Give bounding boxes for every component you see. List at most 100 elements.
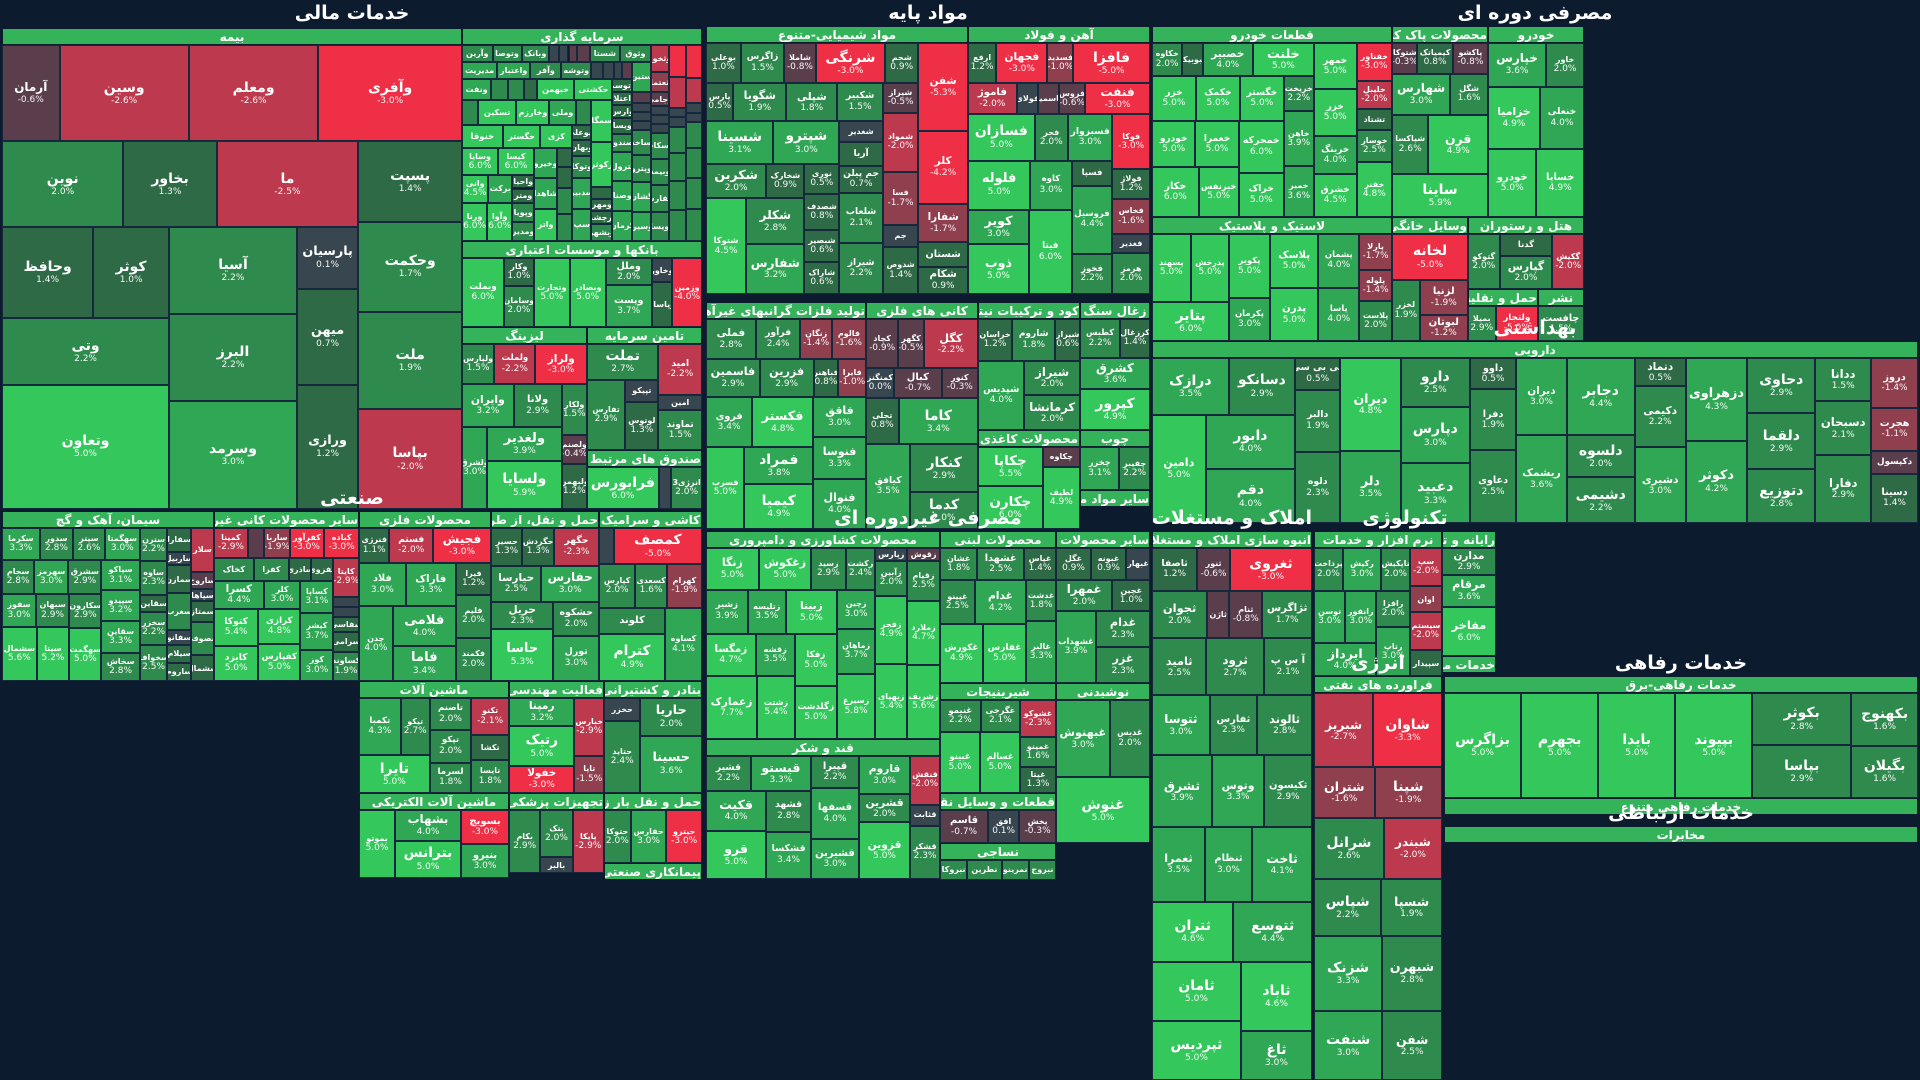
industry-header[interactable]: سایر محصولات کانی غیرفلزی xyxy=(214,511,359,528)
stock-tile[interactable]: دقم 4.0% xyxy=(1205,468,1296,523)
stock-tile[interactable]: ثژاگرس 1.7% xyxy=(1262,590,1312,639)
stock-tile[interactable]: تاصنم 2.0% xyxy=(429,698,472,731)
stock-tile[interactable]: ارفع 1.2% xyxy=(968,43,997,83)
industry-header[interactable]: مواد شیمیایی-متنوع xyxy=(706,26,968,43)
stock-tile[interactable]: حفارس 3.0% xyxy=(541,565,599,602)
stock-tile[interactable]: زقیام 2.5% xyxy=(907,561,940,601)
stock-tile[interactable]: تسکین xyxy=(477,100,517,125)
stock-tile[interactable]: چافست 1.5% xyxy=(1538,306,1584,341)
stock-tile[interactable]: ثنور -0.6% xyxy=(1197,548,1230,591)
stock-tile[interactable]: شاراک 0.6% xyxy=(804,261,840,294)
industry-header[interactable]: سایر مواد معدنی xyxy=(1080,490,1150,507)
stock-tile[interactable]: شتران -1.6% xyxy=(1314,767,1375,818)
stock-tile[interactable]: شگل 1.6% xyxy=(1450,73,1488,115)
stock-tile[interactable]: شاوان -3.3% xyxy=(1373,693,1442,768)
stock-tile[interactable]: خکار 6.0% xyxy=(1152,167,1199,217)
stock-tile[interactable]: غگل 0.9% xyxy=(1056,548,1092,580)
stock-tile[interactable]: وپویا xyxy=(512,202,535,222)
stock-tile[interactable]: ستین xyxy=(632,62,651,92)
stock-tile[interactable]: شفارس 3.2% xyxy=(746,243,805,294)
stock-tile[interactable]: دسبحان 2.1% xyxy=(1815,401,1872,456)
stock-tile[interactable]: حسیر 1.3% xyxy=(491,528,523,566)
stock-tile[interactable]: خاور 2.0% xyxy=(1546,43,1584,87)
stock-tile[interactable]: وسین -2.6% xyxy=(59,45,189,142)
stock-tile[interactable]: دارو 2.5% xyxy=(1400,358,1470,407)
stock-tile[interactable]: گشان xyxy=(632,182,651,212)
stock-tile[interactable]: خکاوه 2.0% xyxy=(1152,43,1183,76)
stock-tile[interactable]: خزامیا 4.9% xyxy=(1488,86,1540,149)
stock-tile[interactable]: وخیرو xyxy=(534,148,558,179)
stock-tile[interactable]: تاپا -1.5% xyxy=(574,755,604,793)
stock-tile[interactable]: لطیف 4.9% xyxy=(1042,466,1080,529)
stock-tile[interactable]: شبندر -2.0% xyxy=(1383,817,1442,880)
stock-tile[interactable]: رتیک 5.0% xyxy=(509,726,575,767)
stock-tile[interactable]: زچین 3.0% xyxy=(836,590,876,629)
stock-tile[interactable]: تپیکو xyxy=(625,379,659,403)
stock-tile[interactable]: غبینو 5.0% xyxy=(940,732,981,793)
stock-tile[interactable]: دامین 5.0% xyxy=(1152,414,1206,523)
stock-tile[interactable]: ساروم xyxy=(167,662,191,681)
stock-tile[interactable]: افق 0.1% xyxy=(988,810,1020,843)
stock-tile[interactable]: وساخت xyxy=(632,129,651,156)
stock-tile[interactable] xyxy=(668,180,686,210)
stock-tile[interactable]: رافزا 2.0% xyxy=(1376,590,1410,628)
stock-tile[interactable]: کرمانشا 2.0% xyxy=(1024,395,1080,430)
stock-tile[interactable]: کمینا -2.9% xyxy=(214,528,248,558)
stock-tile[interactable]: فالوم -1.6% xyxy=(831,319,866,360)
stock-tile[interactable]: غچین 1.0% xyxy=(1112,579,1150,612)
stock-tile[interactable]: شفارا -1.7% xyxy=(918,204,968,243)
stock-tile[interactable]: سجام 2.8% xyxy=(2,560,35,594)
industry-header[interactable]: خودرو xyxy=(1488,26,1584,43)
stock-tile[interactable]: ذوب 5.0% xyxy=(968,243,1029,294)
stock-tile[interactable]: گپارس 2.0% xyxy=(1499,256,1553,289)
industry-header[interactable]: محصولات کشاورزی و دامپروری xyxy=(706,531,940,548)
stock-tile[interactable]: غشان 1.8% xyxy=(940,548,978,581)
stock-tile[interactable] xyxy=(685,178,702,210)
stock-tile[interactable]: حاریا 2.0% xyxy=(640,698,702,736)
stock-tile[interactable]: فوکا -3.0% xyxy=(1112,114,1150,169)
stock-tile[interactable]: پترول xyxy=(612,152,633,182)
stock-tile[interactable]: سغرب xyxy=(167,593,191,631)
stock-tile[interactable]: وسرمد 3.0% xyxy=(169,400,297,509)
stock-tile[interactable]: بترانس 5.0% xyxy=(395,840,461,878)
stock-tile[interactable]: بخاور 1.3% xyxy=(123,141,217,227)
industry-header[interactable]: کود و ترکیبات نیتروژن xyxy=(978,302,1080,319)
stock-tile[interactable]: وتوشه xyxy=(561,62,592,79)
stock-tile[interactable]: قاروم 3.0% xyxy=(858,756,911,794)
industry-header[interactable]: نساجی xyxy=(940,843,1056,860)
stock-tile[interactable]: حکشتی xyxy=(574,78,613,101)
stock-tile[interactable] xyxy=(685,78,702,104)
stock-tile[interactable]: نمرینو xyxy=(1001,860,1029,880)
stock-tile[interactable]: ورنا 6.0% xyxy=(462,203,488,241)
stock-tile[interactable]: پدرن 5.0% xyxy=(1269,287,1319,341)
industry-header[interactable]: انبوه سازی املاک و مستغلات xyxy=(1152,531,1312,548)
stock-tile[interactable]: شفن 2.5% xyxy=(1382,1010,1442,1080)
stock-tile[interactable]: ملت 1.9% xyxy=(358,311,462,409)
stock-tile[interactable] xyxy=(577,45,590,63)
stock-tile[interactable]: شکام 0.9% xyxy=(918,267,968,294)
stock-tile[interactable]: ولانا 2.9% xyxy=(513,384,562,427)
stock-tile[interactable]: وثوق xyxy=(620,45,651,63)
stock-tile[interactable]: شپاکسا 2.6% xyxy=(1392,114,1429,174)
stock-tile[interactable]: وتوس 3.3% xyxy=(1211,755,1265,828)
stock-tile[interactable]: سبهان 2.9% xyxy=(36,593,70,627)
stock-tile[interactable]: کفپارس 5.0% xyxy=(258,644,301,681)
stock-tile[interactable]: غدشت 1.8% xyxy=(1026,580,1056,621)
stock-tile[interactable]: نطرین xyxy=(967,860,1002,880)
stock-tile[interactable]: کوثر 1.0% xyxy=(93,226,170,319)
stock-tile[interactable]: تکنو -2.1% xyxy=(471,698,509,735)
stock-tile[interactable]: بپاسا 2.9% xyxy=(1752,744,1852,798)
stock-tile[interactable]: خلیبل -2.0% xyxy=(1356,80,1392,109)
stock-tile[interactable] xyxy=(599,528,614,565)
stock-tile[interactable]: خراسان 1.2% xyxy=(978,319,1012,361)
stock-tile[interactable]: چخزر 3.1% xyxy=(1080,447,1120,490)
stock-tile[interactable] xyxy=(559,45,569,63)
stock-tile[interactable]: فسدید -1.0% xyxy=(1047,43,1074,83)
stock-tile[interactable]: کویر 3.0% xyxy=(968,210,1029,244)
stock-tile[interactable]: وآرین xyxy=(462,45,493,63)
industry-header[interactable]: لاستیک و پلاستیک xyxy=(1152,217,1392,234)
stock-tile[interactable] xyxy=(668,77,686,109)
stock-tile[interactable] xyxy=(333,596,359,607)
stock-tile[interactable]: تکشا xyxy=(471,734,509,760)
stock-tile[interactable]: شسینا 3.1% xyxy=(706,121,774,164)
